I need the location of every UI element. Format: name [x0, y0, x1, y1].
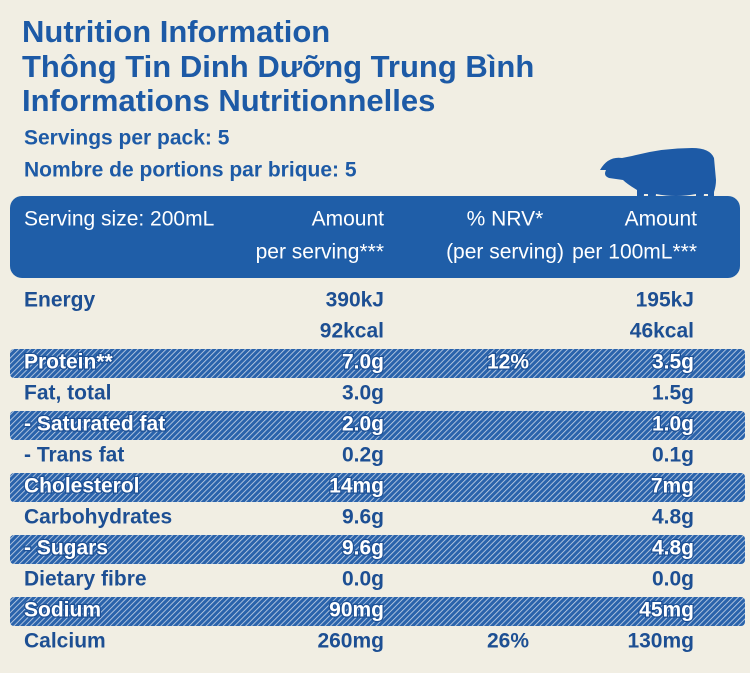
row-stripe — [10, 473, 745, 502]
nutrient-label: Dietary fibre — [24, 568, 147, 591]
row-stripe — [10, 349, 745, 378]
table: Serving size: 200mL Amount per serving***%… — [10, 208, 745, 653]
row-stripe — [10, 597, 745, 626]
amount-per-100ml: 0.0g — [652, 568, 694, 591]
table-row: Fat, total 3.0g 1.5g — [24, 382, 694, 405]
table-row: - Saturated fat 2.0g 1.0g — [10, 411, 745, 440]
nutrient-label: - Sugars — [24, 537, 108, 560]
servings: Servings per pack: 5 — [24, 127, 230, 150]
amount-per-serving: 92kcal — [320, 320, 384, 343]
amount-per-100ml: 7mg — [651, 475, 694, 498]
amount-per-serving: 260mg — [317, 630, 384, 653]
nutrient-label: Protein** — [24, 351, 114, 374]
column-header: Amount — [625, 208, 698, 231]
nutrient-label: Fat, total — [24, 382, 112, 405]
cow-icon — [600, 148, 716, 212]
table-row: Energy 390kJ 92kcal 195kJ 46kcal — [24, 289, 694, 343]
table-row: - Sugars 9.6g 4.8g — [10, 535, 745, 564]
amount-per-serving: 3.0g — [342, 382, 384, 405]
nutrient-label: Energy — [24, 289, 96, 312]
amount-per-100ml: 4.8g — [652, 537, 694, 560]
title: Thông Tin Dinh Dưỡng Trung Bình — [22, 49, 534, 84]
amount-per-serving: 0.0g — [342, 568, 384, 591]
table-row: Calcium 260mg 26% 130mg — [24, 630, 694, 653]
amount-per-100ml: 130mg — [627, 630, 694, 653]
column-header: Amount — [312, 208, 385, 231]
table-header — [10, 196, 740, 278]
amount-per-serving: 14mg — [329, 475, 384, 498]
amount-per-100ml: 195kJ — [636, 289, 694, 312]
table-row: - Trans fat 0.2g 0.1g — [24, 444, 694, 467]
table-row: Sodium 90mg 45mg — [10, 597, 745, 626]
amount-per-100ml: 3.5g — [652, 351, 694, 374]
row-stripe — [10, 411, 745, 440]
nutrient-label: Sodium — [24, 599, 101, 622]
amount-per-serving: 390kJ — [326, 289, 384, 312]
title: Informations Nutritionnelles — [22, 83, 435, 118]
amount-per-100ml: 4.8g — [652, 506, 694, 529]
title: Nutrition Information — [22, 14, 330, 49]
amount-per-100ml: 46kcal — [630, 320, 694, 343]
column-header: Serving size: 200mL — [24, 208, 214, 231]
amount-per-serving: 9.6g — [342, 506, 384, 529]
table-row: Dietary fibre 0.0g 0.0g — [24, 568, 694, 591]
amount-per-serving: 9.6g — [342, 537, 384, 560]
nutrient-label: Calcium — [24, 630, 106, 653]
column-header: per serving*** — [256, 241, 384, 264]
table-row: Cholesterol 14mg 7mg — [10, 473, 745, 502]
amount-per-100ml: 45mg — [639, 599, 694, 622]
amount-per-serving: 2.0g — [342, 413, 384, 436]
amount-per-serving: 7.0g — [342, 351, 384, 374]
column-header: per 100mL*** — [572, 241, 697, 264]
nutrient-label: Carbohydrates — [24, 506, 172, 529]
nutrient-label: - Saturated fat — [24, 413, 165, 436]
amount-per-100ml: 0.1g — [652, 444, 694, 467]
nrv: 26% — [487, 630, 529, 653]
servings: Nombre de portions par brique: 5 — [24, 159, 357, 182]
nutrient-label: - Trans fat — [24, 444, 124, 467]
column-header: (per serving) — [446, 241, 564, 264]
table-row: Protein** 7.0g 12% 3.5g — [10, 349, 745, 378]
row-stripe — [10, 535, 745, 564]
table-row: Carbohydrates 9.6g 4.8g — [24, 506, 694, 529]
nrv: 12% — [487, 351, 529, 374]
amount-per-100ml: 1.5g — [652, 382, 694, 405]
nutrient-label: Cholesterol — [24, 475, 140, 498]
amount-per-serving: 90mg — [329, 599, 384, 622]
amount-per-serving: 0.2g — [342, 444, 384, 467]
column-header: % NRV* — [467, 208, 544, 231]
amount-per-100ml: 1.0g — [652, 413, 694, 436]
